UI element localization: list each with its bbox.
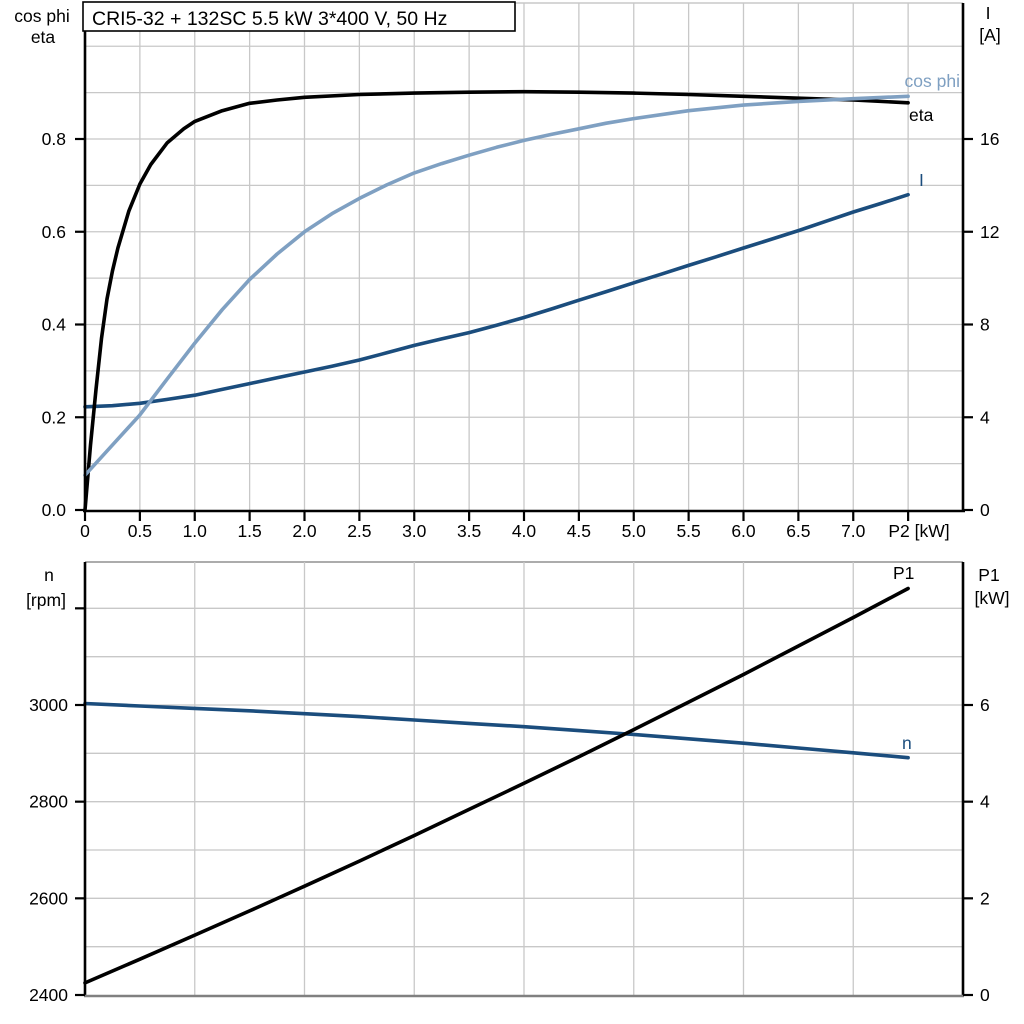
x-tick-label: 4.5 [567,521,591,541]
eta-curve-label: eta [909,105,934,125]
left-axis-header-eta: eta [31,27,56,47]
chart-title-box [82,1,516,32]
input-power-curve [83,586,910,985]
speed-curve [83,701,910,760]
x-tick-label: 0 [80,521,90,541]
x-tick-label: 4.0 [512,521,537,541]
y-right-tick-label: 0 [980,500,990,520]
right-axis-header-current: I [986,3,991,23]
x-axis-unit-label: P2 [kW] [888,521,949,541]
right-axis-header-kw-unit: [kW] [975,588,1010,608]
rpm-tick-label: 3000 [29,695,68,715]
y-right-tick-label: 16 [980,129,999,149]
current-curve-label: I [919,170,924,190]
current-curve [83,192,910,409]
rpm-tick-label: 2800 [29,792,68,812]
right-axis-header-p1: P1 [978,565,999,585]
cos-phi-curve [83,94,910,477]
x-tick-label: 6.0 [731,521,756,541]
x-tick-label: 1.5 [237,521,261,541]
right-axis-header-ampere-unit: [A] [979,25,1000,45]
left-axis-header-rpm-unit: [rpm] [26,590,66,610]
x-tick-label: 5.0 [622,521,647,541]
x-tick-label: 6.5 [786,521,810,541]
y-left-tick-label: 0.6 [42,222,66,242]
y-left-tick-label: 0.4 [42,315,67,335]
eta-curve [83,89,910,512]
y-right-tick-label: 4 [980,407,990,427]
x-tick-label: 2.5 [347,521,371,541]
x-tick-label: 5.5 [676,521,700,541]
p1-tick-label: 6 [980,695,990,715]
input-power-curve-label: P1 [893,563,914,583]
p1-tick-label: 0 [980,985,990,1005]
rpm-tick-label: 2600 [29,888,68,908]
x-tick-label: 2.0 [292,521,317,541]
p1-tick-label: 4 [980,792,990,812]
x-tick-label: 7.0 [841,521,866,541]
speed-curve-label: n [902,733,912,753]
p1-tick-label: 2 [980,888,990,908]
left-axis-header-cos-phi: cos phi [14,6,69,26]
cos-phi-curve-label: cos phi [905,71,960,91]
y-left-tick-label: 0.2 [42,407,66,427]
x-tick-label: 3.0 [402,521,427,541]
x-tick-label: 0.5 [128,521,152,541]
left-axis-header-speed: n [44,565,54,585]
y-left-tick-label: 0.8 [42,129,66,149]
x-tick-label: 1.0 [183,521,208,541]
y-left-tick-label: 0.0 [42,500,67,520]
y-right-tick-label: 8 [980,315,990,335]
chart-title: CRI5-32 + 132SC 5.5 kW 3*400 V, 50 Hz [92,8,447,30]
rpm-tick-label: 2400 [29,985,68,1005]
y-right-tick-label: 12 [980,222,999,242]
x-tick-label: 3.5 [457,521,481,541]
